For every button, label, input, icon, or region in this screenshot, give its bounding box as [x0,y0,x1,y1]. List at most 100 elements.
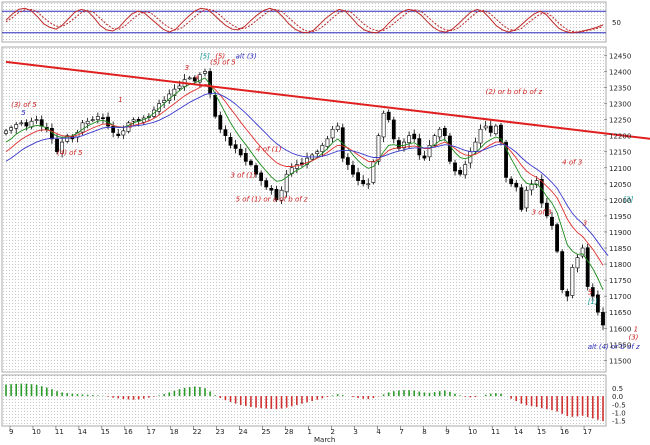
candle-body [524,189,529,209]
candle-body [34,119,39,121]
wave-annotation: 5 [588,289,593,297]
candle-body [448,135,452,162]
wave-annotation: (4) of 5 [57,149,83,157]
candle-body [427,145,432,158]
candle-body [238,148,243,156]
candle-body [19,122,24,125]
x-tick-label: 10 [468,428,477,436]
candle-body [437,128,442,138]
candle-body [269,188,274,191]
x-tick-label: 10 [32,428,41,436]
price-y-tick: 12300 [609,101,631,109]
candle-body [116,133,121,136]
x-tick-label: 14 [514,428,523,436]
candle-body [366,183,371,186]
price-y-tick: 11550 [609,341,631,349]
price-panel [1,46,607,373]
x-tick-label: 9 [445,428,449,436]
candle-body [550,216,554,226]
price-y-tick: 12450 [609,52,631,60]
wave-annotation: 2 [128,122,133,130]
wave-annotation: (5) [215,53,225,61]
candle-body [509,178,514,185]
wave-annotation: 5 [21,109,26,117]
price-y-tick: 11650 [609,309,631,317]
histogram-y-tick: 0.5 [612,385,623,393]
candle-body [580,247,585,257]
candle-body [228,136,233,146]
candle-body [391,119,396,140]
wave-annotation: 3 [185,64,189,72]
candle-body [371,161,376,183]
candle-body [534,180,539,186]
wave-annotation: 1 [118,96,122,104]
candle-body [218,115,223,130]
histogram-y-tick: -0.5 [612,401,626,409]
wave-annotation: 3 of (1) [231,171,257,179]
candle-body [192,77,197,82]
candle-body [590,287,595,297]
candle-body [585,247,590,287]
candle-body [14,124,19,129]
histogram-y-tick: 0.0 [612,393,623,401]
histogram-y-tick: -1.5 [612,418,626,426]
candle-body [172,88,177,96]
candle-body [376,135,381,162]
histogram-layer: 0.50.0-0.5-1.0-1.5 [5,383,626,426]
wave-annotation: 1 [634,325,638,333]
candle-body [121,130,126,136]
candle-body [330,128,335,139]
candle-body [264,180,269,188]
moving-average-line-ma_mid [5,83,604,266]
candle-body [488,125,493,133]
candle-body [422,155,427,159]
wave-annotation: alt (4) or b of z [588,343,640,351]
histogram-panel [1,374,607,427]
axes-layer: 9 10 11 14 15 16 17 18 22 23 24 25 28 1 2 3 4 7 8 9 10 11 14 15… [9,426,592,436]
candle-body [279,189,284,201]
candle-body [514,182,519,188]
candle-body [187,77,192,80]
candle-body [233,144,238,149]
candle-body [39,119,44,127]
price-y-tick: 11750 [609,277,631,285]
x-tick-label: 22 [193,428,202,436]
candle-body [345,157,350,165]
x-tick-label: 16 [124,428,133,436]
x-tick-label: 23 [216,428,225,436]
x-tick-label: 15 [537,428,546,436]
candle-body [560,251,565,291]
wave-annotation: (5) of 5 [210,58,236,66]
candle-body [519,187,524,210]
stochastic-y-tick: 50 [612,19,621,27]
candle-body [4,130,8,134]
price-y-tick: 11850 [609,245,631,253]
wave-annotation: 4 [195,73,199,81]
candle-body [432,135,437,146]
candle-body [555,224,559,252]
candle-body [284,173,289,193]
candle-body [396,140,401,149]
candle-body [24,122,29,127]
candle-body [442,127,447,136]
candle-body [335,125,340,130]
price-y-tick: 11900 [609,229,631,237]
price-y-tick: 11500 [609,357,631,365]
candle-body [259,172,264,181]
wave-annotation: [5] [200,53,210,61]
candle-body [381,112,386,138]
candle-body [453,162,457,172]
price-y-tick: 12100 [609,165,631,173]
candle-body [601,311,605,326]
candle-body [213,94,218,117]
x-tick-label: 16 [560,428,569,436]
candle-body [529,183,534,191]
wave-annotation: [3] [623,195,633,203]
candle-body [320,145,325,153]
x-tick-label: 3 [353,428,357,436]
candle-body [478,128,483,144]
histogram-y-tick: -1.0 [612,410,626,418]
price-y-tick: 12250 [609,117,631,125]
